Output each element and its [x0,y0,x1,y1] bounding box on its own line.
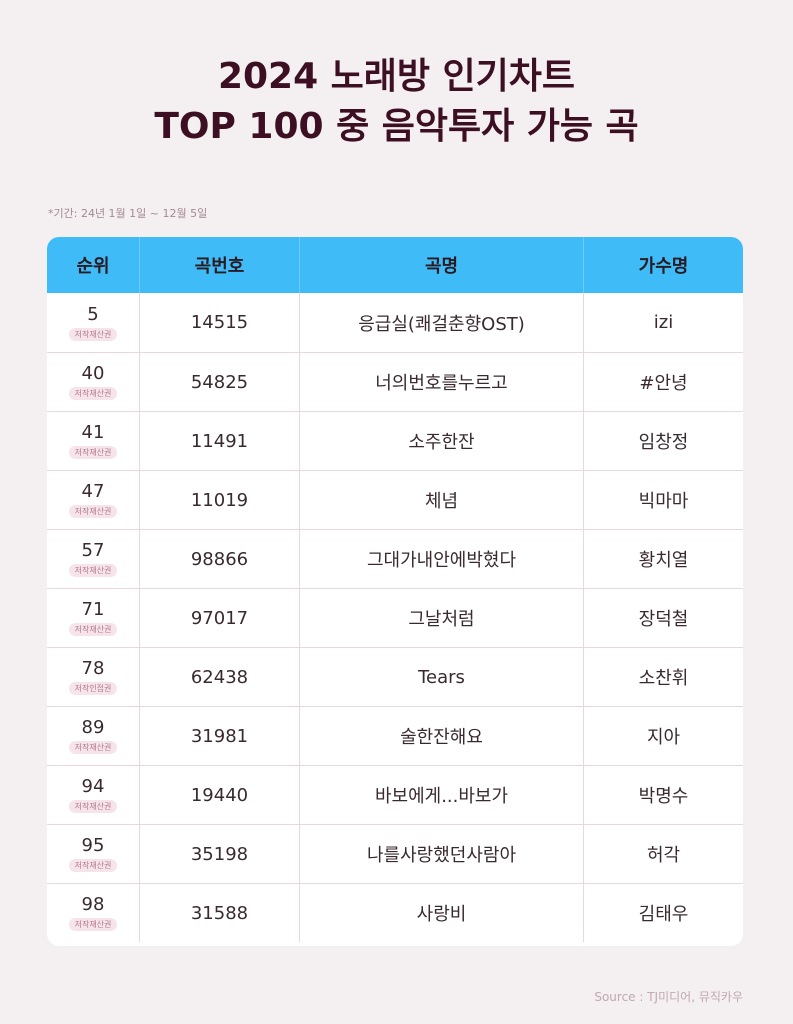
song-title: Tears [300,648,584,706]
artist-name: 김태우 [638,904,689,925]
table-row: 40 저작재산권 54825 너의번호를누르고 #안녕 [47,352,743,411]
table-row: 78 저작인접권 62438 Tears 소찬휘 [47,647,743,706]
rank-cell: 47 저작재산권 [47,471,140,529]
page-title: 2024 노래방 인기차트 TOP 100 중 음악투자 가능 곡 [0,52,793,152]
table-row: 94 저작재산권 19440 바보에게...바보가 박명수 [47,765,743,824]
artist-name: 박명수 [638,786,689,807]
header-rank: 순위 [47,237,140,293]
rank-value: 40 [81,363,105,384]
artist-name: 소찬휘 [638,668,689,689]
song-number: 19440 [140,766,300,824]
song-title: 그날처럼 [300,589,584,647]
rights-badge: 저작재산권 [68,859,118,872]
chart-table: 순위 곡번호 곡명 가수명 5 저작재산권 14515 응급실(쾌걸춘향OST) izi… [47,237,743,946]
artist-name: 장덕철 [638,609,689,630]
rights-badge: 저작재산권 [68,327,118,341]
rank-cell: 78 저작인접권 [47,648,140,706]
artist-name: 임창정 [638,432,689,453]
rank-cell: 95 저작재산권 [47,825,140,883]
table-row: 41 저작재산권 11491 소주한잔 임창정 [47,411,743,470]
artist-name: 허각 [646,845,681,866]
song-number: 97017 [140,589,300,647]
rank-cell: 57 저작재산권 [47,530,140,588]
table-row: 71 저작재산권 97017 그날처럼 장덕철 [47,588,743,647]
rights-badge: 저작재산권 [68,741,118,754]
song-title: 바보에게...바보가 [300,766,584,824]
title-line-2: TOP 100 중 음악투자 가능 곡 [154,106,639,147]
artist-name: 빅마마 [638,491,689,512]
song-title: 소주한잔 [300,412,584,470]
rank-cell: 5 저작재산권 [47,293,140,352]
song-number: 54825 [140,353,300,411]
song-number: 35198 [140,825,300,883]
song-title: 사랑비 [300,884,584,942]
source-note: Source : TJ미디어, 뮤직카우 [594,990,743,1004]
rank-value: 98 [81,894,105,915]
song-number: 11019 [140,471,300,529]
rights-badge: 저작인접권 [68,682,118,695]
song-title: 나를사랑했던사람아 [300,825,584,883]
song-title: 그대가내안에박혔다 [300,530,584,588]
table-row: 5 저작재산권 14515 응급실(쾌걸춘향OST) izi [47,293,743,352]
rights-badge: 저작재산권 [68,446,118,459]
period-note: *기간: 24년 1월 1일 ~ 12월 5일 [48,207,208,220]
song-title: 술한잔해요 [300,707,584,765]
artist-name: #안녕 [639,373,688,394]
rank-value: 47 [81,481,105,502]
table-row: 89 저작재산권 31981 술한잔해요 지아 [47,706,743,765]
rights-badge: 저작재산권 [68,800,118,813]
rank-cell: 40 저작재산권 [47,353,140,411]
song-number: 62438 [140,648,300,706]
song-number: 31588 [140,884,300,942]
table-row: 98 저작재산권 31588 사랑비 김태우 [47,883,743,942]
header-artist: 가수명 [638,256,689,277]
table-body: 5 저작재산권 14515 응급실(쾌걸춘향OST) izi 40 저작재산권 54825 너의… [47,293,743,942]
rank-cell: 71 저작재산권 [47,589,140,647]
song-title: 응급실(쾌걸춘향OST) [300,293,584,352]
rank-value: 5 [87,303,99,325]
rank-value: 89 [81,717,105,738]
rank-cell: 94 저작재산권 [47,766,140,824]
header-song: 곡명 [300,237,584,293]
table-row: 47 저작재산권 11019 체념 빅마마 [47,470,743,529]
song-number: 31981 [140,707,300,765]
title-line-1: 2024 노래방 인기차트 [217,56,576,97]
rights-badge: 저작재산권 [68,505,118,518]
table-row: 57 저작재산권 98866 그대가내안에박혔다 황치열 [47,529,743,588]
song-number: 98866 [140,530,300,588]
song-number: 11491 [140,412,300,470]
rights-badge: 저작재산권 [68,387,118,400]
rank-value: 94 [81,776,105,797]
rank-cell: 41 저작재산권 [47,412,140,470]
rights-badge: 저작재산권 [68,623,118,636]
rank-value: 57 [81,540,105,561]
artist-name: izi [653,312,674,333]
rank-value: 95 [81,835,105,856]
table-row: 95 저작재산권 35198 나를사랑했던사람아 허각 [47,824,743,883]
song-title: 체념 [300,471,584,529]
rank-value: 78 [81,658,105,679]
artist-name: 지아 [646,727,681,748]
song-title: 너의번호를누르고 [300,353,584,411]
rank-cell: 89 저작재산권 [47,707,140,765]
song-number: 14515 [140,293,300,352]
table-header: 순위 곡번호 곡명 가수명 [47,237,743,293]
artist-name: 황치열 [638,550,689,571]
rank-cell: 98 저작재산권 [47,884,140,942]
rank-value: 71 [81,599,105,620]
rights-badge: 저작재산권 [68,564,118,577]
rank-value: 41 [81,422,105,443]
rights-badge: 저작재산권 [68,918,118,931]
header-number: 곡번호 [140,237,300,293]
